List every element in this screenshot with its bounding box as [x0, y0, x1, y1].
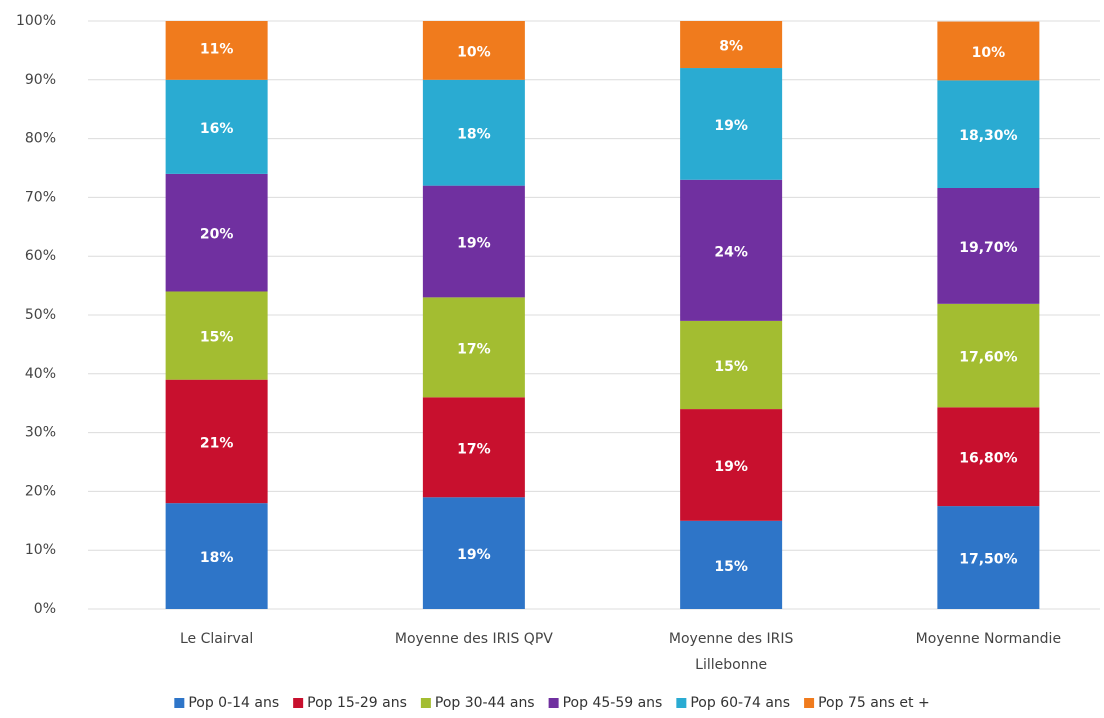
y-tick-label: 70%	[25, 189, 56, 205]
legend: Pop 0-14 ans Pop 15-29 ans Pop 30-44 ans Po…	[174, 695, 930, 711]
value-label: 18%	[457, 127, 491, 143]
bar-segment	[937, 303, 1040, 408]
value-label: 18%	[200, 550, 234, 566]
x-tick-label: Moyenne des IRIS Lillebonne	[669, 631, 794, 673]
value-label: 19%	[457, 236, 491, 252]
bar-segment	[422, 497, 525, 609]
bar-segment	[680, 21, 783, 69]
bar-segment	[422, 397, 525, 498]
value-label: 19%	[457, 547, 491, 563]
y-tick-label: 90%	[25, 72, 56, 88]
legend-swatch	[293, 698, 304, 708]
y-tick-label: 50%	[25, 307, 56, 323]
bar-segment	[937, 407, 1040, 507]
y-tick-label: 10%	[25, 542, 56, 558]
bar-segment	[165, 503, 268, 609]
bar-segment	[422, 79, 525, 186]
value-label: 15%	[714, 359, 748, 375]
value-label: 20%	[200, 227, 234, 243]
y-tick-label: 0%	[34, 601, 56, 617]
value-label: 19,70%	[959, 240, 1017, 256]
bar-segment	[165, 79, 268, 174]
legend-label: Pop 30-44 ans	[435, 695, 535, 711]
bar-segment	[165, 291, 268, 380]
x-tick-label: Moyenne Normandie	[916, 631, 1061, 647]
value-label: 11%	[200, 41, 234, 57]
legend-label: Pop 60-74 ans	[690, 695, 790, 711]
value-label: 10%	[457, 44, 491, 60]
y-tick-label: 80%	[25, 131, 56, 147]
bar-segment	[422, 185, 525, 298]
y-tick-label: 40%	[25, 366, 56, 382]
y-tick-label: 100%	[16, 13, 56, 29]
value-label: 19%	[714, 459, 748, 475]
y-tick-label: 30%	[25, 425, 56, 441]
legend-label: Pop 0-14 ans	[188, 695, 279, 711]
value-label: 16,80%	[959, 451, 1017, 467]
bar-segment	[165, 21, 268, 80]
bar-segment	[165, 173, 268, 292]
legend-label: Pop 75 ans et +	[818, 695, 930, 711]
value-label: 17%	[457, 341, 491, 357]
value-label: 17,60%	[959, 350, 1017, 366]
value-label: 16%	[200, 121, 234, 137]
legend-swatch	[548, 698, 559, 708]
bar-segment	[937, 80, 1040, 188]
bar-segment	[422, 297, 525, 398]
value-label: 19%	[714, 118, 748, 134]
value-label: 21%	[200, 435, 234, 451]
bar-segment	[680, 520, 783, 609]
value-label: 17%	[457, 441, 491, 457]
x-tick-label: Le Clairval	[180, 631, 253, 647]
bar-segment	[937, 506, 1040, 609]
bar-segment	[937, 21, 1040, 81]
bar-segment	[165, 379, 268, 504]
value-label: 24%	[714, 244, 748, 260]
y-tick-label: 60%	[25, 248, 56, 264]
legend-label: Pop 15-29 ans	[307, 695, 407, 711]
value-label: 15%	[714, 559, 748, 575]
legend-swatch	[420, 698, 431, 708]
legend-swatch	[804, 698, 815, 708]
bar-segment	[680, 179, 783, 321]
bar-segment	[680, 68, 783, 180]
value-label: 8%	[719, 39, 743, 55]
bar-segment	[422, 21, 525, 80]
value-label: 18,30%	[959, 128, 1017, 144]
legend-swatch	[174, 698, 185, 708]
value-label: 15%	[200, 330, 234, 346]
value-label: 10%	[972, 45, 1006, 61]
value-label: 17,50%	[959, 552, 1017, 568]
bars	[165, 21, 1040, 609]
bar-segment	[680, 320, 783, 410]
legend-label: Pop 45-59 ans	[563, 695, 663, 711]
legend-swatch	[676, 698, 687, 708]
bar-segment	[680, 409, 783, 521]
bar-segment	[937, 187, 1040, 304]
y-tick-label: 20%	[25, 483, 56, 499]
x-tick-label: Moyenne des IRIS QPV	[395, 631, 553, 647]
